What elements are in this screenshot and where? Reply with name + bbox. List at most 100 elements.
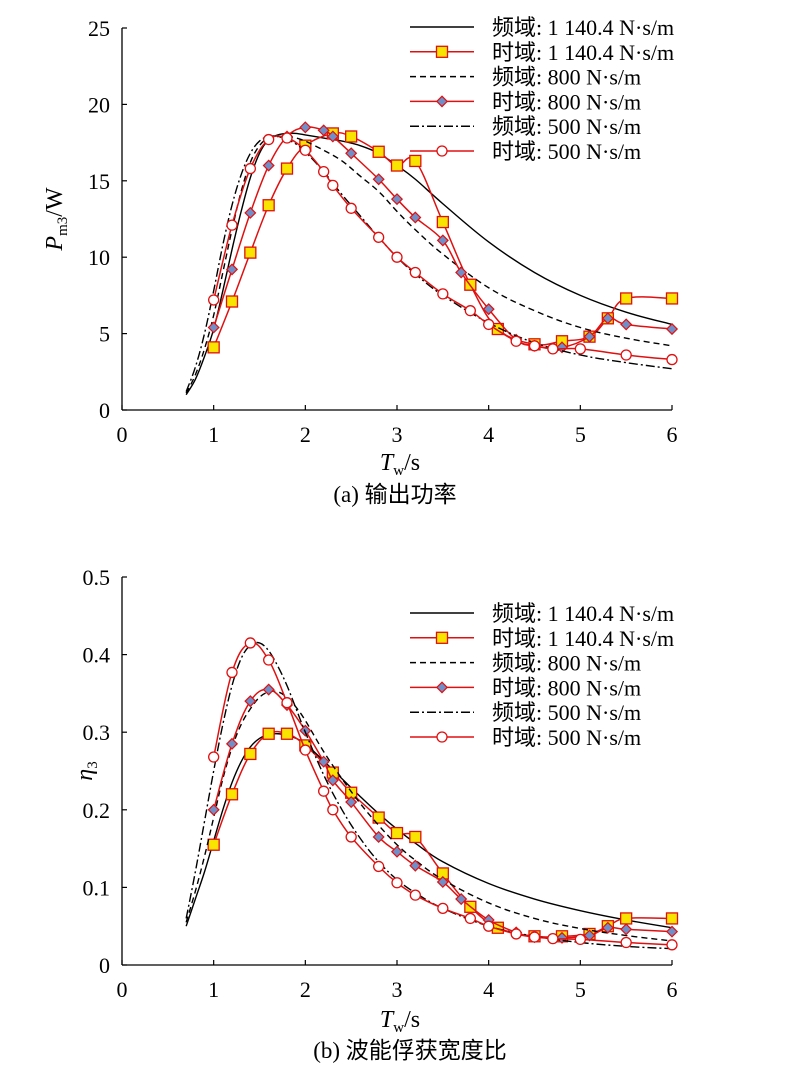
circle-marker	[437, 902, 449, 915]
circle-marker	[528, 931, 541, 943]
legend-label: 时域: 500 N·s/m	[492, 139, 641, 164]
diamond-marker	[244, 695, 257, 708]
series-line	[185, 732, 673, 929]
circle-marker	[299, 144, 311, 156]
x-tick-label: 5	[575, 422, 586, 447]
diamond-marker	[435, 681, 449, 694]
diamond-marker	[207, 321, 220, 334]
square-marker	[207, 838, 220, 851]
circle-marker	[327, 179, 339, 192]
x-label-sub: w	[393, 1020, 404, 1036]
diamond-marker	[262, 683, 275, 696]
x-label-sub: w	[393, 463, 404, 479]
legend-label: 频域: 800 N·s/m	[492, 65, 641, 90]
circle-marker	[226, 666, 238, 679]
square-marker	[207, 341, 220, 354]
x-tick-label: 4	[483, 422, 494, 447]
circle-marker	[263, 133, 275, 146]
diamond-marker	[345, 147, 358, 160]
circle-marker	[436, 145, 448, 157]
circle-marker	[666, 939, 678, 951]
diamond-marker	[583, 929, 596, 942]
circle-marker	[437, 288, 449, 300]
y-tick-label: 0.3	[83, 720, 111, 745]
diamond-marker	[665, 925, 679, 938]
circle-marker	[666, 353, 678, 366]
circle-marker	[409, 889, 421, 901]
series-3	[185, 135, 673, 394]
y-axis-label: η3	[72, 761, 101, 780]
x-tick-label: 6	[667, 422, 678, 447]
x-tick-label: 2	[300, 422, 311, 447]
diamond-marker	[326, 130, 339, 143]
series-line	[185, 690, 673, 942]
series-line	[185, 132, 673, 396]
x-tick-label: 0	[117, 977, 128, 1002]
square-marker	[435, 631, 449, 644]
circle-marker	[574, 343, 586, 355]
circle-marker	[208, 294, 220, 306]
y-tick-label: 0.4	[83, 643, 111, 668]
y-label-main: η	[72, 769, 98, 781]
legend-label: 频域: 800 N·s/m	[492, 651, 641, 676]
series-6	[208, 132, 678, 366]
circle-marker	[373, 231, 385, 243]
diamond-marker	[436, 234, 449, 247]
square-marker	[244, 747, 257, 761]
square-marker	[435, 45, 449, 58]
circle-marker	[391, 251, 403, 263]
diamond-marker	[455, 266, 468, 279]
circle-marker	[574, 933, 586, 946]
circle-marker	[318, 165, 330, 178]
legend: 频域: 1 140.4 N·s/m时域: 1 140.4 N·s/m频域: 80…	[410, 601, 674, 750]
square-marker	[620, 912, 633, 925]
series-3	[185, 690, 673, 942]
y-tick-label: 15	[88, 169, 110, 194]
circle-marker	[620, 936, 632, 949]
circle-marker	[345, 831, 357, 843]
diamond-marker	[583, 330, 596, 343]
square-marker	[436, 215, 449, 229]
square-marker	[372, 811, 385, 824]
y-tick-label: 20	[88, 92, 110, 117]
series-5	[185, 135, 673, 392]
circle-marker	[208, 751, 220, 763]
square-marker	[372, 145, 385, 158]
diamond-marker	[482, 303, 495, 316]
x-label-main: T	[380, 450, 395, 476]
series-line	[185, 135, 673, 392]
legend-label: 时域: 1 140.4 N·s/m	[492, 626, 674, 651]
x-tick-label: 3	[392, 422, 403, 447]
circle-marker	[547, 343, 559, 355]
chart-caption: (b) 波能俘获宽度比	[313, 1038, 507, 1063]
series-line	[185, 135, 673, 394]
square-marker	[620, 292, 633, 305]
diamond-marker	[225, 263, 239, 276]
diamond-marker	[665, 322, 679, 336]
circle-marker	[281, 132, 293, 144]
legend-label: 时域: 500 N·s/m	[492, 725, 641, 750]
circle-marker	[244, 637, 256, 649]
square-marker	[409, 154, 422, 168]
diamond-marker	[345, 795, 358, 809]
chart-output-power: 0 1 2 3 4 5 6 0 5 10 15 20 25 Tw/s Pm3/W (a) 输出功率 频域: 1 …	[42, 15, 679, 507]
diamond-marker	[620, 923, 633, 936]
y-tick-label: 0.5	[83, 565, 111, 590]
y-tick-label: 10	[88, 245, 110, 270]
legend-label: 时域: 800 N·s/m	[492, 89, 641, 114]
x-tick-label: 4	[483, 977, 494, 1002]
diamond-marker	[299, 121, 312, 134]
series-6	[208, 637, 678, 951]
legend-label: 频域: 1 140.4 N·s/m	[492, 601, 674, 626]
diamond-marker	[244, 206, 257, 219]
diamond-marker	[555, 341, 569, 354]
square-marker	[225, 788, 239, 801]
square-marker	[665, 292, 679, 305]
square-marker	[665, 912, 679, 925]
square-marker	[244, 246, 257, 259]
diamond-marker	[409, 211, 422, 224]
y-axis-label: Pm3/W	[42, 187, 71, 252]
diamond-marker	[435, 95, 449, 108]
y-tick-label: 5	[99, 322, 110, 347]
circle-marker	[483, 920, 495, 932]
